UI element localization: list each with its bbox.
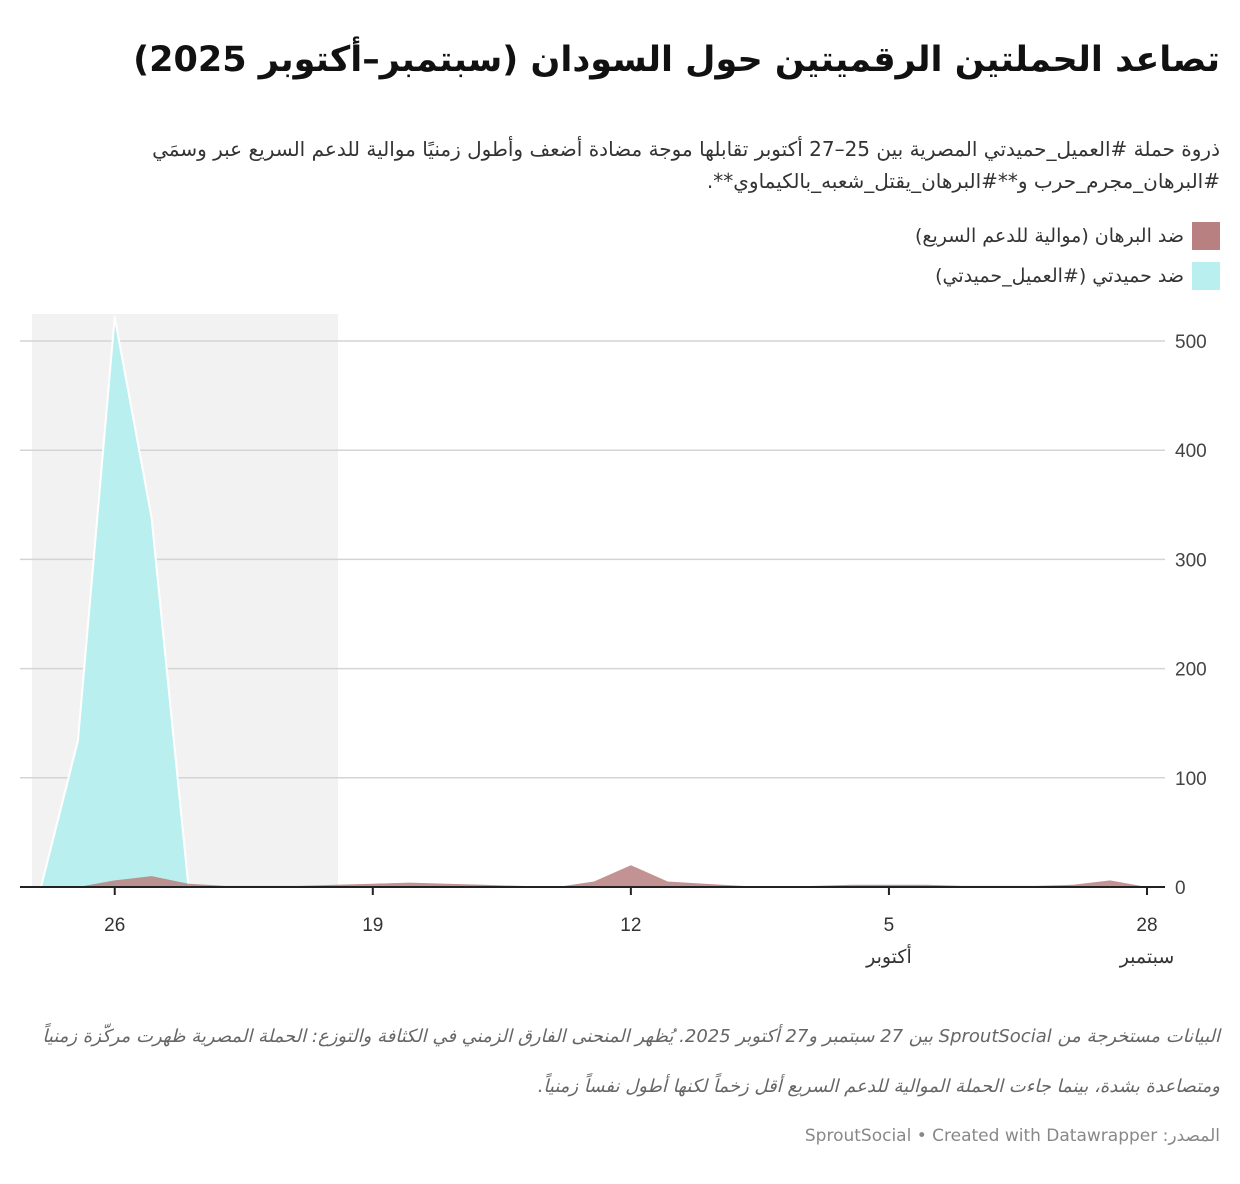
chart-notes: البيانات مستخرجة من SproutSocial بين 27 … [42,1026,1220,1097]
x-tick-label: 26 [104,915,125,936]
chart-subtitle: ذروة حملة #العميل_حميدتي المصرية بين 25–… [152,137,1220,193]
legend-label: ضد حميدتي (#العميل_حميدتي) [935,265,1184,287]
x-tick-label: 5 [884,915,895,936]
legend-item-anti-burhan: ضد البرهان (موالية للدعم السريع) [915,222,1220,250]
series-area-anti-burhan [41,865,1147,887]
y-tick-label: 400 [1175,441,1207,462]
y-tick-label: 200 [1175,660,1207,681]
legend-item-anti-hemedti: ضد حميدتي (#العميل_حميدتي) [935,262,1220,290]
x-tick-month-label: أكتوبر [865,943,912,968]
gridlines [20,340,1165,779]
chart-title: تصاعد الحملتين الرقميتين حول السودان (سب… [133,40,1220,80]
legend-swatch [1192,222,1220,250]
y-tick-label: 300 [1175,550,1207,571]
x-tick-label: 19 [362,915,383,936]
y-tick-label: 0 [1175,878,1186,899]
source-text: SproutSocial • Created with Datawrapper [804,1126,1158,1146]
source-label: المصدر: [1162,1126,1220,1146]
y-tick-label: 500 [1175,332,1207,353]
source-line: المصدر: SproutSocial • Created with Data… [805,1126,1220,1146]
x-tick-month-label: سبتمبر [1119,947,1175,968]
x-axis: 26 19 12 5 أكتوبر 28 سبتمبر [104,887,1174,968]
legend-swatch [1192,262,1220,290]
x-tick-label: 28 [1136,915,1157,936]
y-axis: 0 100 200 300 400 500 [1175,332,1207,899]
y-tick-label: 100 [1175,769,1207,790]
x-tick-label: 12 [620,915,641,936]
legend-label: ضد البرهان (موالية للدعم السريع) [914,225,1184,247]
area-chart: 26 19 12 5 أكتوبر 28 سبتمبر 0 100 200 300 400 500 [20,314,1207,968]
